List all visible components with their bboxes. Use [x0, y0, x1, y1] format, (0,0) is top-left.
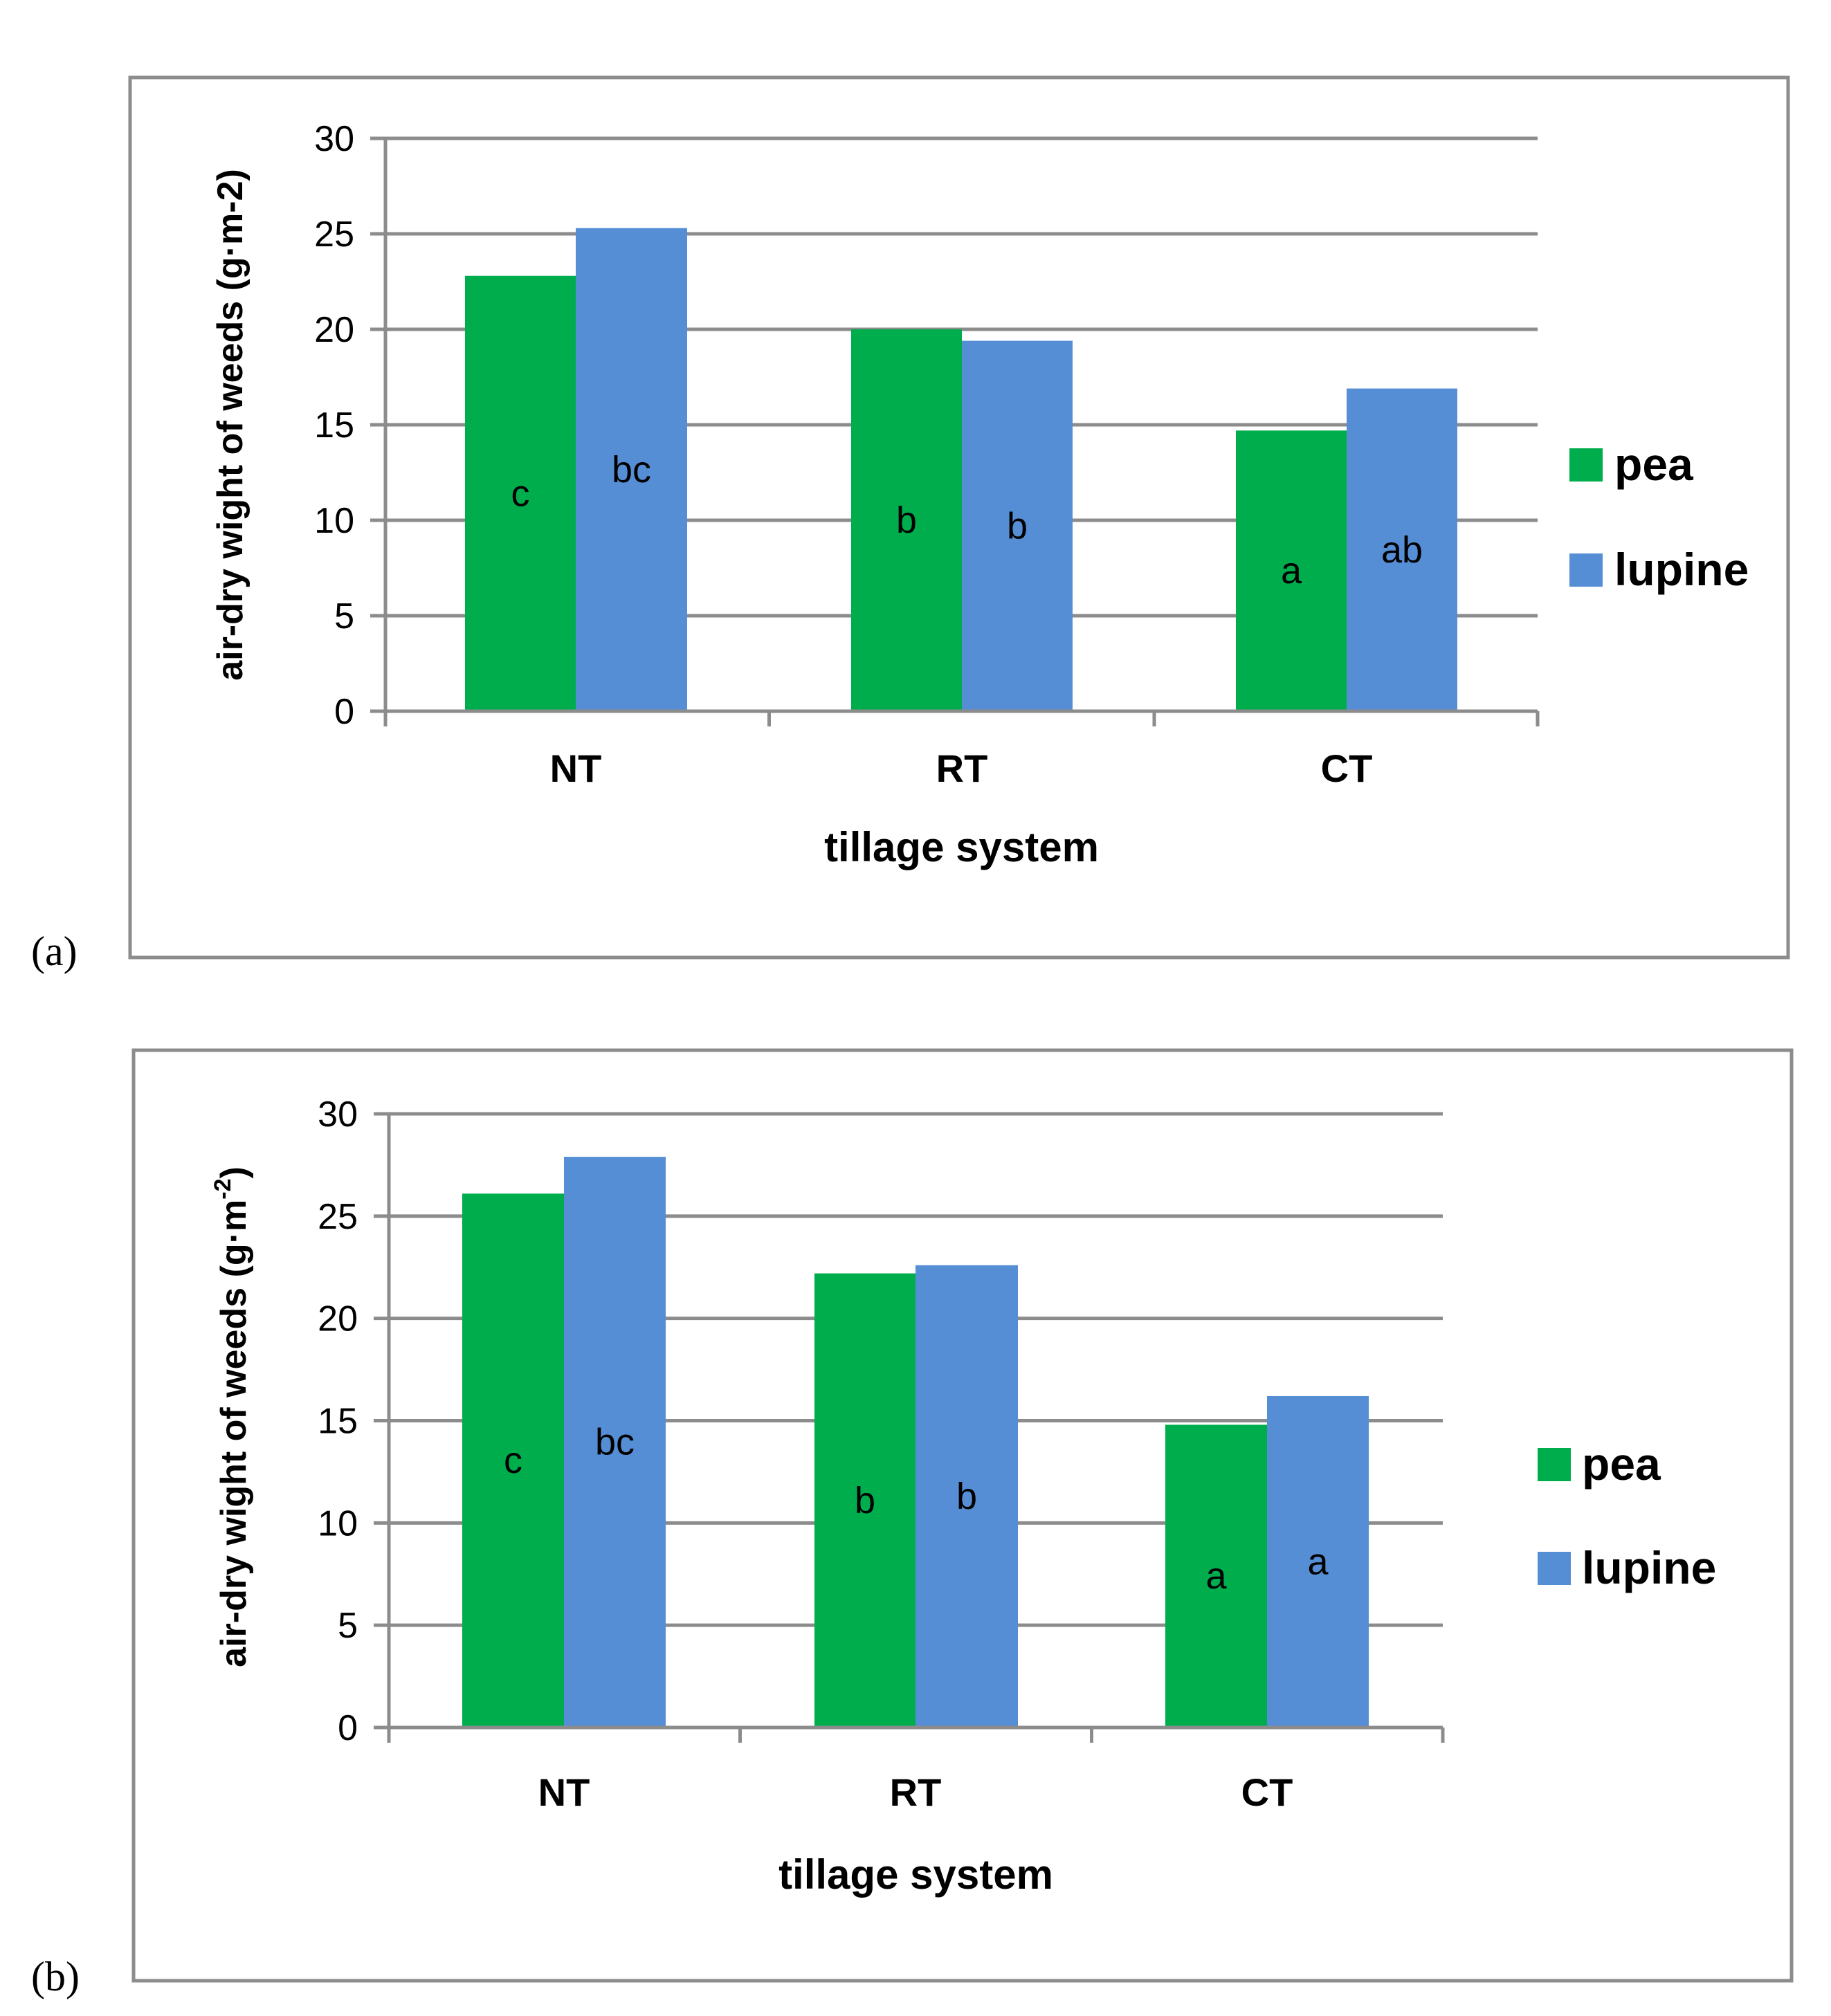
y-axis-title-suffix: ): [214, 1166, 254, 1178]
bar-lupine-RT: [916, 1265, 1018, 1728]
bar-lupine-RT: [962, 340, 1073, 711]
data-label-lupine-NT: bc: [595, 1422, 635, 1463]
y-tick-label: 15: [314, 405, 354, 446]
y-tick-label: 15: [318, 1402, 358, 1442]
y-tick-label: 20: [318, 1299, 358, 1339]
y-tick-label: 25: [318, 1197, 358, 1237]
legend-label-lupine: lupine: [1614, 544, 1749, 595]
y-axis-title: air-dry wight of weeds (g·m-2): [210, 1166, 254, 1667]
data-label-pea-RT: b: [855, 1480, 875, 1521]
data-label-lupine-RT: b: [1007, 505, 1028, 547]
y-axis-title: air-dry wight of weeds (g·m-2): [210, 169, 250, 681]
legend-swatch-lupine: [1538, 1552, 1571, 1585]
y-axis-title-text: air-dry wight of weeds (g·m: [214, 1200, 254, 1667]
legend-label-pea: pea: [1614, 439, 1694, 490]
y-tick-label: 25: [314, 214, 354, 255]
legend-swatch-pea: [1569, 448, 1603, 482]
panel-label: (a): [31, 928, 78, 974]
chart-frame: [128, 75, 1790, 960]
data-label-lupine-CT: ab: [1381, 529, 1423, 571]
x-tick-label-CT: CT: [1241, 1770, 1293, 1814]
x-axis-title: tillage system: [824, 824, 1099, 870]
bar-lupine-NT: [576, 228, 687, 712]
y-tick-label: 20: [314, 310, 354, 350]
data-label-pea-RT: b: [896, 500, 917, 541]
bar-pea-CT: [1236, 430, 1347, 711]
x-tick-label-NT: NT: [538, 1770, 590, 1814]
x-tick-label-RT: RT: [936, 746, 988, 790]
x-tick-label-CT: CT: [1321, 746, 1373, 790]
data-label-pea-CT: a: [1281, 550, 1302, 592]
bar-pea-RT: [814, 1273, 916, 1728]
y-tick-label: 10: [314, 501, 354, 541]
x-tick-label-RT: RT: [890, 1770, 942, 1814]
y-axis-title-superscript: -2: [210, 1179, 236, 1200]
data-label-pea-NT: c: [511, 473, 530, 514]
data-label-pea-NT: c: [504, 1440, 522, 1481]
chart-panel-a: 0 5 10 15 20 25 30 c b a bc b ab NT RT CT tillage system…: [31, 75, 1790, 974]
bar-pea-CT: [1165, 1424, 1267, 1728]
y-tick-label: 0: [334, 692, 354, 732]
panel-label: (b): [31, 1954, 80, 1999]
y-tick-label: 30: [314, 119, 354, 159]
data-label-lupine-NT: bc: [612, 449, 651, 491]
data-label-pea-CT: a: [1205, 1555, 1227, 1597]
y-tick-label: 5: [338, 1606, 358, 1646]
bar-lupine-CT: [1347, 388, 1457, 711]
bar-pea-NT: [465, 275, 576, 712]
legend-label-lupine: lupine: [1582, 1542, 1716, 1593]
bar-pea-NT: [462, 1193, 564, 1728]
legend-label-pea: pea: [1582, 1438, 1661, 1490]
bar-lupine-NT: [564, 1157, 666, 1728]
chart-frame: [131, 1048, 1794, 1983]
y-tick-label: 5: [334, 596, 354, 636]
y-tick-label: 10: [318, 1503, 358, 1543]
chart-panel-b: 0 5 10 15 20 25 30 c b a bc b a NT RT CT tillage system a…: [31, 1048, 1794, 1999]
bar-lupine-CT: [1267, 1396, 1369, 1728]
y-tick-label: 30: [318, 1094, 358, 1135]
legend-swatch-pea: [1538, 1448, 1571, 1481]
y-axis-title-text: air-dry wight of weeds (g·m-2): [210, 169, 250, 681]
data-label-lupine-RT: b: [956, 1476, 977, 1517]
x-tick-label-NT: NT: [550, 746, 602, 790]
data-label-lupine-CT: a: [1307, 1541, 1329, 1583]
y-tick-label: 0: [338, 1708, 358, 1748]
bar-pea-RT: [851, 329, 962, 711]
x-axis-title: tillage system: [778, 1851, 1053, 1898]
legend-swatch-lupine: [1569, 553, 1603, 587]
